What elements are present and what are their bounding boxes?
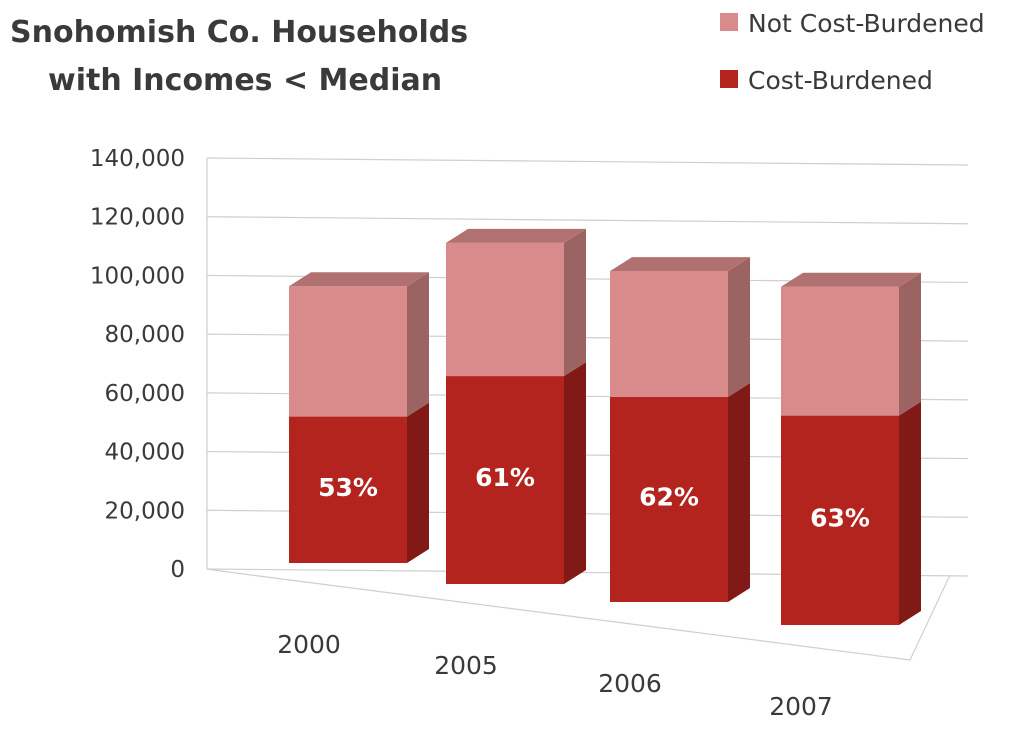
y-tick-label: 140,000 [90,146,185,172]
bar-not-cost-burdened-2006-side [728,257,750,397]
bar-not-cost-burdened-2000-front [289,286,407,417]
floor-outline [206,568,951,661]
gridline [206,216,969,225]
bar-not-cost-burdened-2006-front [610,271,728,397]
data-label-2006: 62% [639,483,699,512]
y-tick-label: 80,000 [105,322,185,348]
legend-swatch-cost-burdened [720,70,738,88]
data-label-2007: 63% [810,503,870,532]
gridline [206,157,969,166]
x-tick-label-2005: 2005 [434,651,498,680]
bar-cost-burdened-2000-front [289,416,407,563]
bar-cost-burdened-2007-front [781,415,899,625]
bar-not-cost-burdened-2007-front [781,286,899,416]
data-label-2005: 61% [475,463,535,492]
bar-cost-burdened-2006-front [610,397,728,602]
y-tick-label: 120,000 [90,205,185,231]
y-tick-label: 60,000 [105,381,185,407]
bar-not-cost-burdened-2000-top [289,272,429,287]
chart-title-line-1: Snohomish Co. Households [10,15,468,50]
x-tick-label-2006: 2006 [598,669,662,698]
bar-not-cost-burdened-2005-side [564,228,586,377]
bar-not-cost-burdened-2007-side [899,272,921,416]
bar-not-cost-burdened-2005-front [446,242,564,377]
data-label-2000: 53% [318,473,378,502]
legend-swatch-not-cost-burdened [720,13,738,31]
y-tick-label: 0 [170,557,185,583]
bar-not-cost-burdened-2006-top [610,257,750,272]
bar-not-cost-burdened-2005-top [446,228,586,243]
y-tick-label: 100,000 [90,263,185,289]
legend-label-cost-burdened: Cost-Burdened [748,66,933,95]
y-tick-label: 40,000 [105,440,185,466]
bar-cost-burdened-2005-front [446,376,564,584]
y-tick-label: 20,000 [105,498,185,524]
bar-not-cost-burdened-2000-side [407,272,429,417]
x-tick-label-2000: 2000 [277,630,341,659]
bar-cost-burdened-2007-side [899,401,921,625]
x-tick-label-2007: 2007 [769,692,833,721]
legend-label-not-cost-burdened: Not Cost-Burdened [748,9,985,38]
plot-area: 0 20,000 40,000 60,000 80,000 100,000 120,000 1… [90,146,969,721]
legend: Not Cost-Burdened Cost-Burdened [720,9,985,95]
bar-cost-burdened-2000-side [407,402,429,563]
bar-cost-burdened-2005-side [564,362,586,584]
chart-title-line-2: with Incomes < Median [48,63,442,98]
bar-not-cost-burdened-2007-top [781,272,921,287]
bar-cost-burdened-2006-side [728,383,750,602]
